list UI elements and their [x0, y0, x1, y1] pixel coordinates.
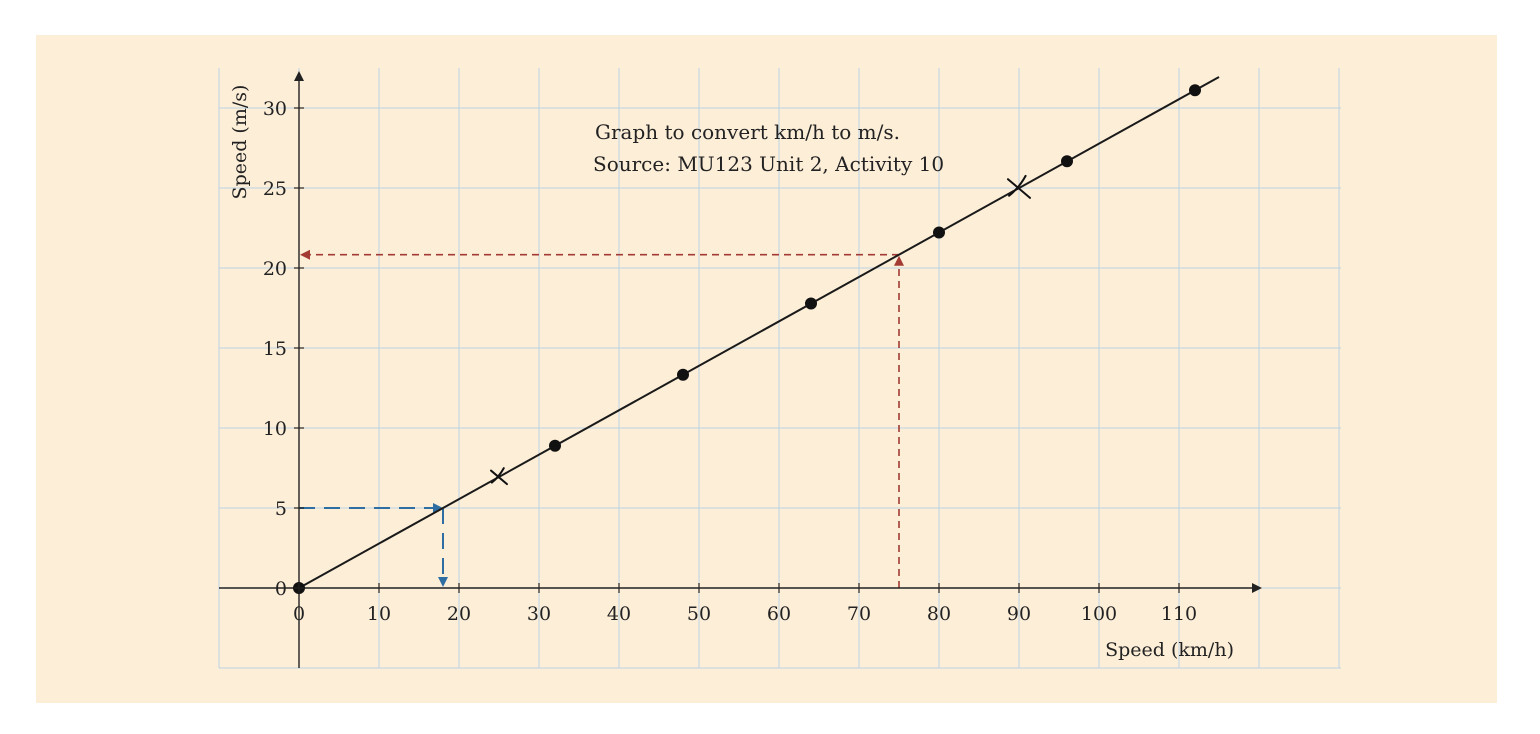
data-points: [293, 84, 1201, 594]
x-tick-label: 50: [687, 603, 711, 625]
x-tick-label: 60: [767, 603, 791, 625]
x-tick-label: 110: [1161, 603, 1197, 625]
y-tick-label: 5: [275, 498, 287, 520]
x-tick-label: 20: [447, 603, 471, 625]
chart-title: Graph to convert km/h to m/s.: [595, 120, 900, 144]
y-axis-label: Speed (m/s): [229, 85, 251, 200]
x-tick-label: 90: [1007, 603, 1031, 625]
data-point: [677, 368, 689, 381]
data-point: [933, 226, 945, 239]
data-point: [1061, 155, 1073, 168]
y-tick-label: 0: [275, 578, 287, 600]
y-tick-label: 10: [263, 418, 287, 440]
x-axis-label: Speed (km/h): [1105, 639, 1234, 661]
y-tick-label: 20: [263, 258, 287, 280]
reading-arrow-down: [438, 577, 448, 587]
x-tick-label: 0: [293, 603, 305, 625]
reading-lines: [299, 249, 904, 588]
x-axis-arrow: [1252, 583, 1262, 593]
reading-arrow-right: [433, 503, 443, 513]
data-point: [549, 439, 561, 452]
x-tick-label: 70: [847, 603, 871, 625]
y-tick-label: 15: [263, 338, 287, 360]
y-tick-label: 25: [263, 178, 287, 200]
x-tick-label: 40: [607, 603, 631, 625]
cross-mark: [490, 467, 508, 486]
chart-subtitle: Source: MU123 Unit 2, Activity 10: [593, 152, 944, 176]
x-tick-label: 30: [527, 603, 551, 625]
cross-mark: [1007, 174, 1031, 199]
y-tick-label: 30: [263, 98, 287, 120]
data-point: [805, 297, 817, 310]
reading-arrow-up: [894, 255, 904, 266]
reading-arrow-left: [300, 249, 310, 260]
axes: [219, 71, 1262, 668]
grid: [218, 68, 1341, 669]
data-point: [1189, 84, 1201, 97]
tick-labels: 0 10 20 30 40 50 60 70 80 90 100 110 0 5 10 15 20 25 30: [263, 98, 1197, 625]
y-axis-arrow: [294, 71, 304, 81]
x-tick-label: 10: [367, 603, 391, 625]
x-tick-label: 80: [927, 603, 951, 625]
x-tick-label: 100: [1081, 603, 1117, 625]
